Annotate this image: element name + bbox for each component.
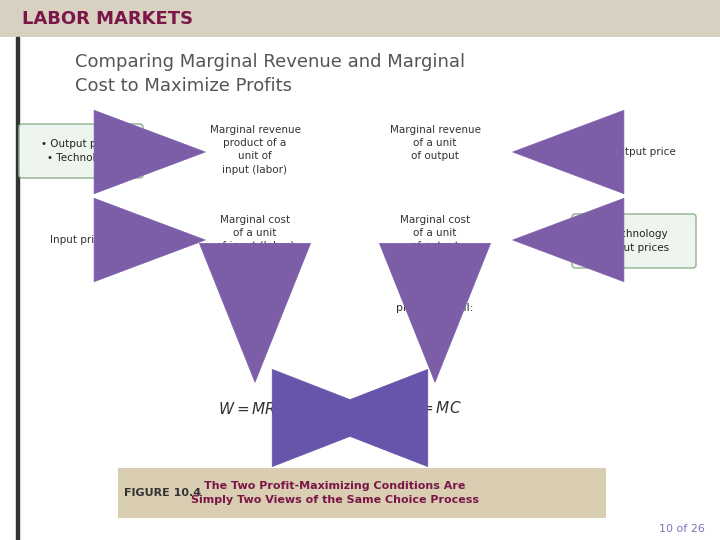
Text: $P = MC$: $P = MC$ [408, 400, 462, 416]
Text: LABOR MARKETS: LABOR MARKETS [22, 10, 193, 28]
FancyBboxPatch shape [572, 214, 696, 268]
Text: Marginal cost
of a unit
of output: Marginal cost of a unit of output [400, 215, 470, 252]
Text: • Output prices
• Technology: • Output prices • Technology [41, 139, 121, 163]
Bar [16, 37, 19, 540]
Text: 10 of 26: 10 of 26 [659, 524, 705, 534]
FancyBboxPatch shape [0, 0, 720, 37]
Text: The Two Profit-Maximizing Conditions Are
Simply Two Views of the Same Choice Pro: The Two Profit-Maximizing Conditions Are… [191, 481, 479, 505]
FancyBboxPatch shape [19, 124, 143, 178]
Text: Firms will
produce until:: Firms will produce until: [396, 290, 474, 313]
Text: FIGURE 10.4: FIGURE 10.4 [124, 488, 201, 498]
Text: Marginal cost
of a unit
of input (labor): Marginal cost of a unit of input (labor) [216, 215, 294, 252]
Text: $W = MRP_L$: $W = MRP_L$ [218, 400, 292, 418]
Text: Marginal revenue
product of a
unit of
input (labor): Marginal revenue product of a unit of in… [210, 125, 300, 174]
Text: Comparing Marginal Revenue and Marginal
Cost to Maximize Profits: Comparing Marginal Revenue and Marginal … [75, 53, 465, 95]
Text: Marginal revenue
of a unit
of output: Marginal revenue of a unit of output [390, 125, 480, 161]
Text: Output price: Output price [610, 147, 676, 157]
Text: Firms will
hire until:: Firms will hire until: [228, 290, 282, 313]
FancyBboxPatch shape [118, 468, 606, 518]
Text: • Technology
• Input prices: • Technology • Input prices [598, 229, 670, 253]
Text: Input prices: Input prices [50, 235, 112, 245]
